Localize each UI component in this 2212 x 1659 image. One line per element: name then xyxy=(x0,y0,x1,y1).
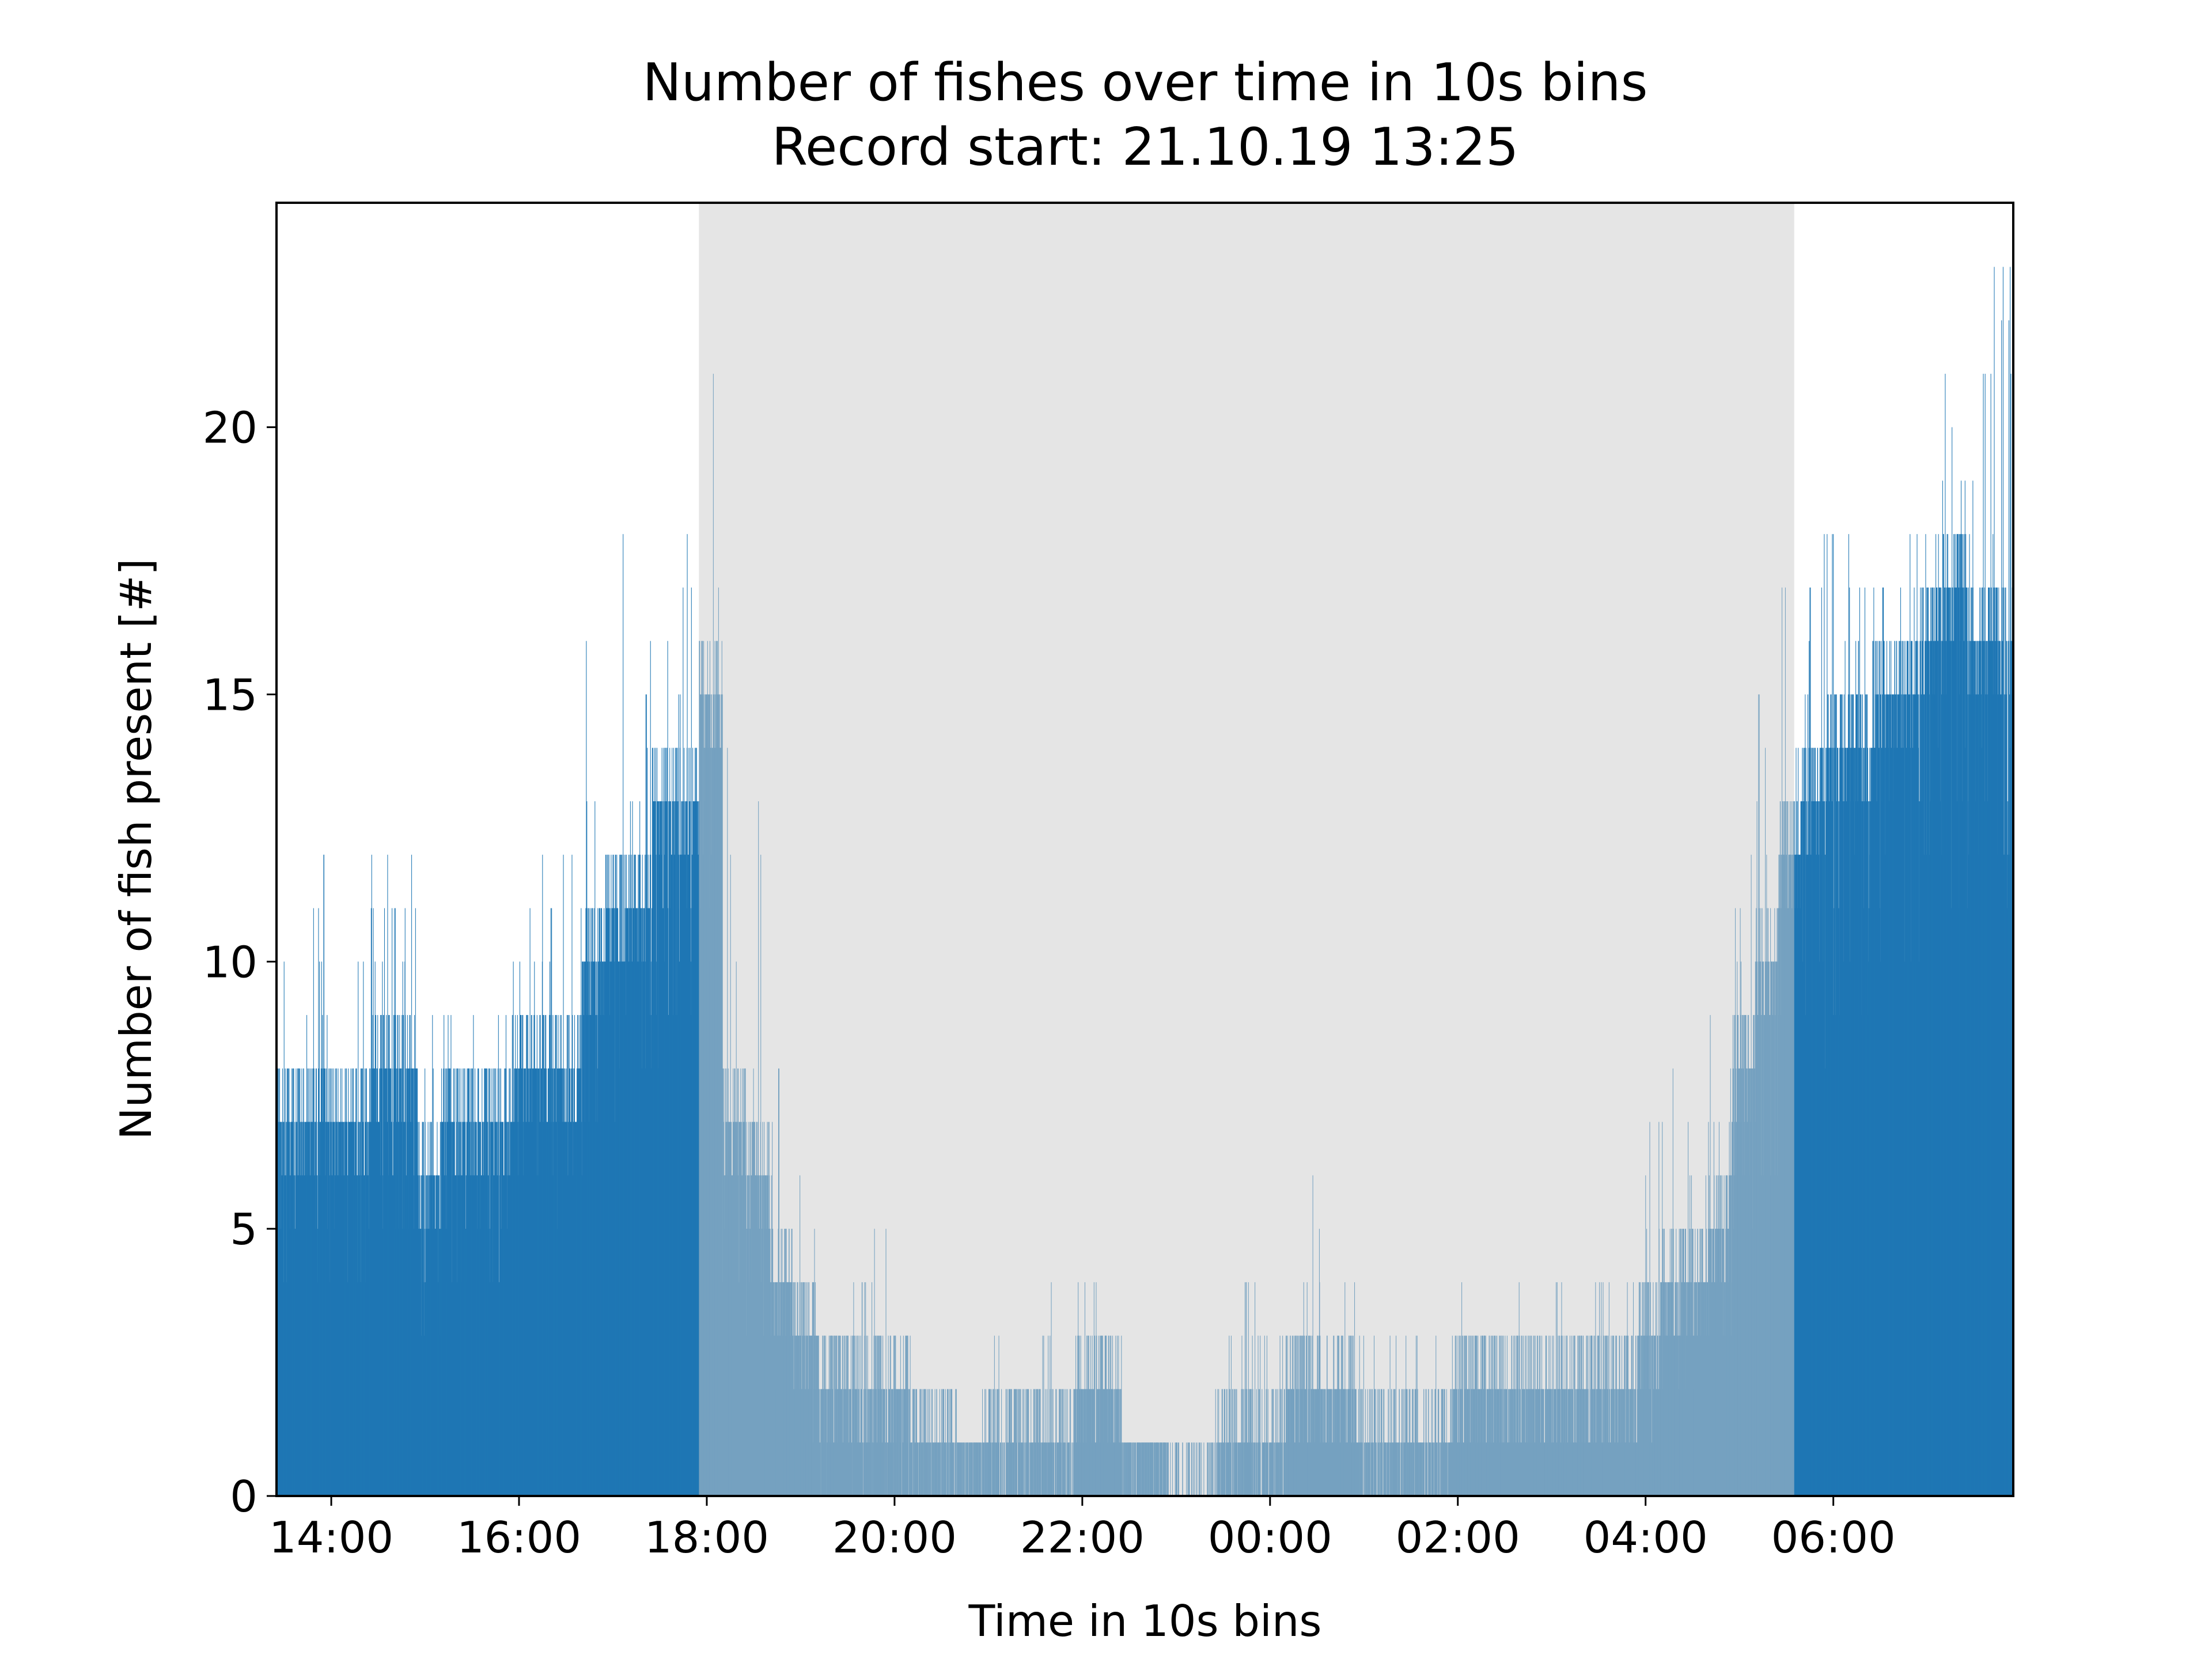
plot-area xyxy=(276,203,2014,1497)
chart-title: Number of fishes over time in 10s bins xyxy=(643,52,1648,113)
chart-subtitle: Record start: 21.10.19 13:25 xyxy=(772,117,1519,177)
